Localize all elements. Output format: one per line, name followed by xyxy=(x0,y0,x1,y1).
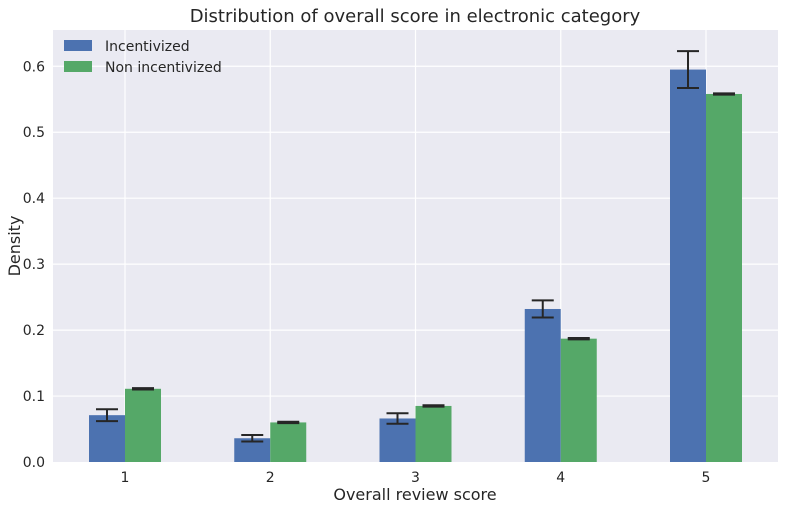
bar-non-incentivized xyxy=(560,338,597,462)
bar-non-incentivized xyxy=(706,93,742,462)
x-tick-label: 5 xyxy=(702,470,711,486)
bar-incentivized xyxy=(234,438,271,462)
bars xyxy=(89,69,742,463)
x-tick-label: 3 xyxy=(411,470,420,486)
bar-non-incentivized xyxy=(125,388,161,462)
x-tick-label: 2 xyxy=(266,470,275,486)
legend-swatch-incentivized xyxy=(64,40,92,51)
y-tick-label: 0.1 xyxy=(23,389,45,405)
x-tick-label: 4 xyxy=(556,470,565,486)
y-tick-label: 0.2 xyxy=(23,323,45,339)
y-tick-label: 0.3 xyxy=(23,257,45,273)
bar-non-incentivized xyxy=(270,422,307,462)
y-axis-label: Density xyxy=(5,216,24,277)
bar-incentivized xyxy=(524,308,561,462)
x-axis-label: Overall review score xyxy=(333,485,496,504)
x-tick-labels: 1 2 3 4 5 xyxy=(121,470,711,486)
chart-title: Distribution of overall score in electro… xyxy=(190,6,641,27)
bar-incentivized xyxy=(379,418,416,462)
bar-non-incentivized xyxy=(415,405,452,462)
legend-label-non-incentivized: Non incentivized xyxy=(105,60,222,76)
y-tick-label: 0.0 xyxy=(23,455,45,471)
y-tick-labels: 0.0 0.1 0.2 0.3 0.4 0.5 0.6 xyxy=(23,59,45,471)
legend-label-incentivized: Incentivized xyxy=(105,39,190,55)
bar-incentivized xyxy=(89,415,125,462)
x-tick-label: 1 xyxy=(121,470,130,486)
legend-swatch-non-incentivized xyxy=(64,61,92,72)
legend: Incentivized Non incentivized xyxy=(64,39,222,76)
bar-incentivized xyxy=(670,69,706,463)
y-tick-label: 0.6 xyxy=(23,59,45,75)
y-tick-label: 0.4 xyxy=(23,191,45,207)
error-bars xyxy=(96,50,735,443)
y-tick-label: 0.5 xyxy=(23,125,45,141)
